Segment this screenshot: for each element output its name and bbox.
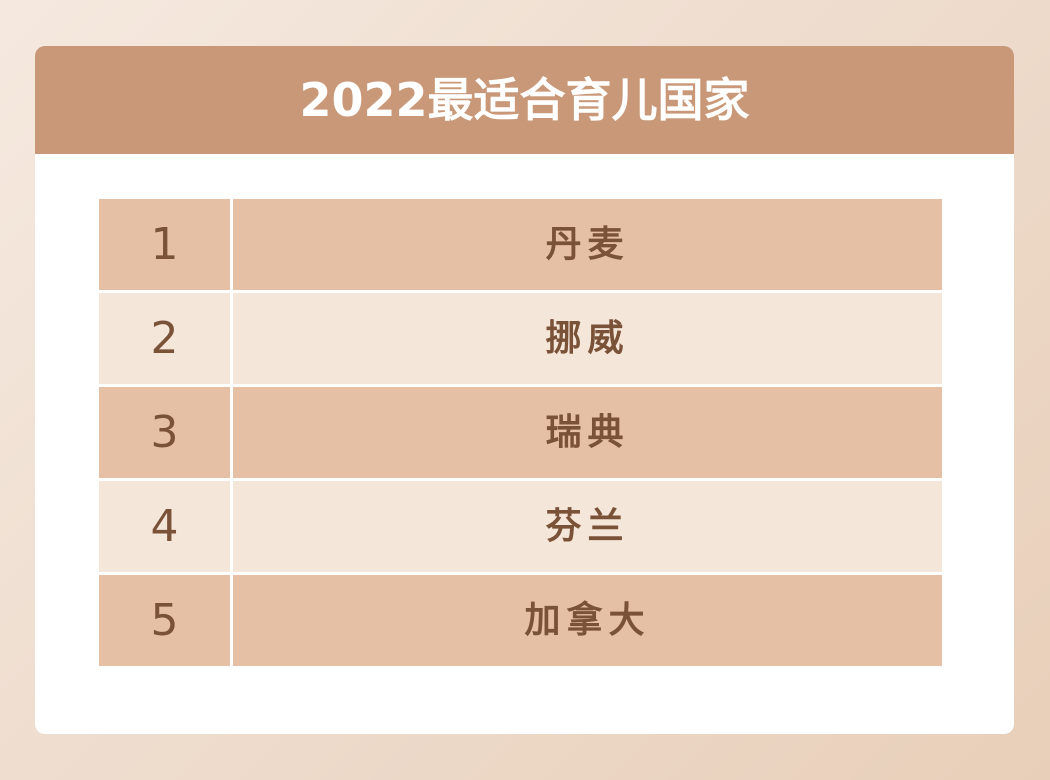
table: 1 丹麦 2 挪威 3 瑞典 4 芬兰 5 加拿大 (99, 199, 942, 669)
rank: 1 (99, 199, 233, 290)
country: 瑞典 (545, 412, 630, 453)
table-row: 4 芬兰 (99, 481, 942, 572)
table-row: 1 丹麦 (99, 199, 942, 290)
table-row: 2 挪威 (99, 293, 942, 384)
country: 丹麦 (545, 224, 630, 265)
country: 加拿大 (524, 600, 651, 641)
rank: 5 (99, 575, 233, 666)
rank: 4 (99, 481, 233, 572)
table-row: 3 瑞典 (99, 387, 942, 478)
country: 芬兰 (545, 506, 630, 547)
title: 2022最适合育儿国家 (35, 46, 1014, 154)
table-row: 5 加拿大 (99, 575, 942, 666)
country: 挪威 (545, 318, 630, 359)
rank: 2 (99, 293, 233, 384)
card: 2022最适合育儿国家 1 丹麦 2 挪威 3 瑞典 4 芬兰 5 加拿大 (35, 46, 1014, 734)
rank: 3 (99, 387, 233, 478)
